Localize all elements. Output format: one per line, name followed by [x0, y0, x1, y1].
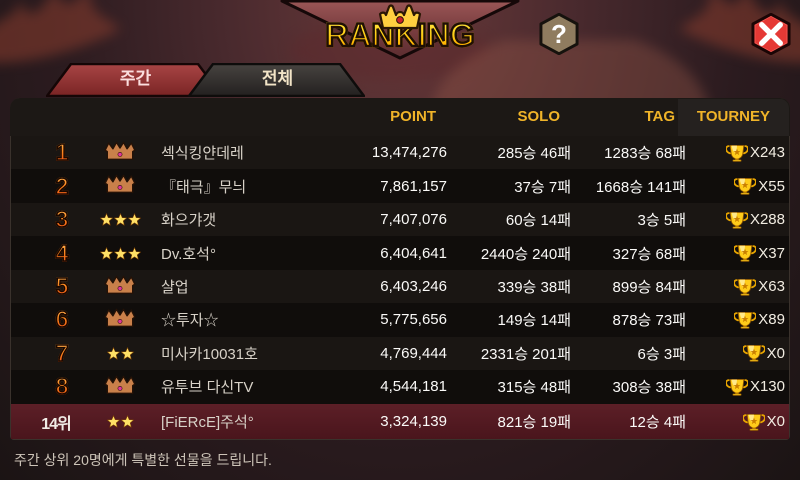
svg-text:?: ? — [551, 19, 567, 49]
